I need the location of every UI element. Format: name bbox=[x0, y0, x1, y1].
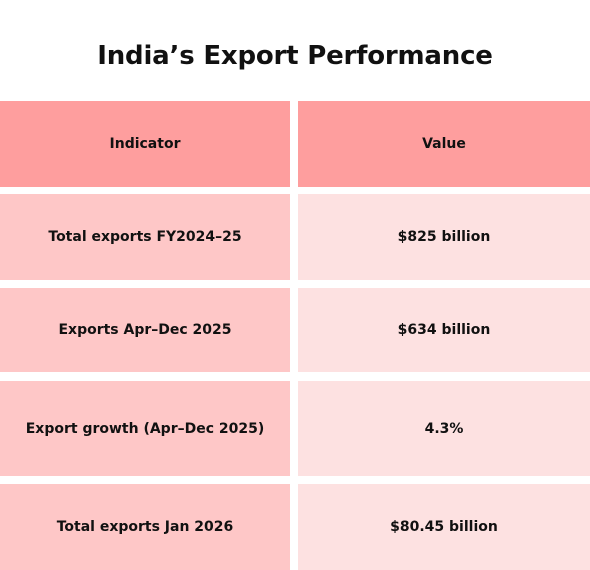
indicator-cell: Total exports FY2024–25 bbox=[0, 194, 290, 280]
column-header-indicator: Indicator bbox=[0, 101, 290, 187]
value-cell: $634 billion bbox=[298, 288, 590, 372]
indicator-cell: Export growth (Apr–Dec 2025) bbox=[0, 381, 290, 476]
indicator-cell: Total exports Jan 2026 bbox=[0, 484, 290, 570]
page-title: India’s Export Performance bbox=[0, 36, 590, 76]
value-cell: $825 billion bbox=[298, 194, 590, 280]
indicator-cell: Exports Apr–Dec 2025 bbox=[0, 288, 290, 372]
value-cell: 4.3% bbox=[298, 381, 590, 476]
value-cell: $80.45 billion bbox=[298, 484, 590, 570]
column-header-value: Value bbox=[298, 101, 590, 187]
